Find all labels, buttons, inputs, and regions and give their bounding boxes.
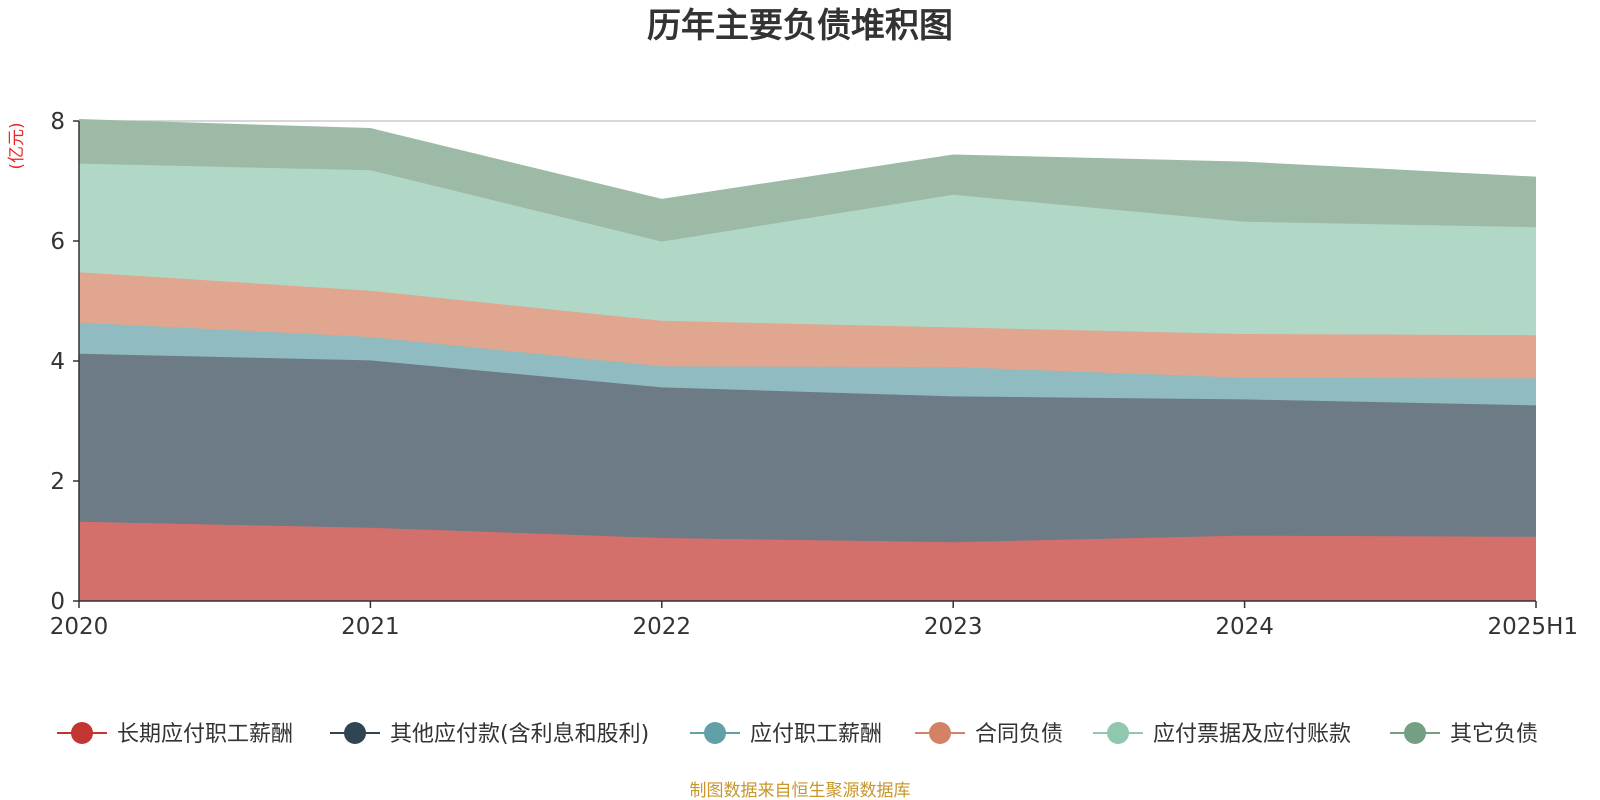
x-tick-label-2: 2022	[633, 614, 692, 640]
x-tick-label-4: 2024	[1215, 614, 1274, 640]
y-tick-label-1: 2	[50, 469, 65, 495]
legend-item-0[interactable]: 长期应付职工薪酬	[57, 722, 293, 747]
legend-item-4[interactable]: 应付票据及应付账款	[1093, 722, 1351, 747]
x-tick-label-3: 2023	[924, 614, 983, 640]
area-series-5	[79, 119, 1536, 242]
legend-label-4: 应付票据及应付账款	[1153, 722, 1351, 747]
area-series-0	[79, 521, 1536, 601]
legend-label-0: 长期应付职工薪酬	[117, 722, 293, 747]
area-series-top-line-5	[78, 119, 1537, 201]
axes: 0 2 4 6 8 2020 2021 2022 2023 2024 2025H1	[50, 109, 1578, 640]
legend-label-1: 其他应付款(含利息和股利)	[390, 722, 649, 747]
legend-marker-2	[704, 722, 726, 744]
legend-label-3: 合同负债	[975, 722, 1063, 747]
chart-title: 历年主要负债堆积图	[647, 6, 953, 46]
area-series-2	[79, 322, 1536, 406]
area-series	[78, 119, 1537, 601]
y-axis-unit-label: (亿元)	[7, 122, 27, 169]
legend-item-1[interactable]: 其他应付款(含利息和股利)	[330, 722, 649, 747]
legend-marker-5	[1404, 722, 1426, 744]
x-tick-label-0: 2020	[50, 614, 109, 640]
y-tick-label-4: 8	[50, 109, 65, 135]
x-tick-label-1: 2021	[341, 614, 400, 640]
legend-marker-3	[929, 722, 951, 744]
data-source-note: 制图数据来自恒生聚源数据库	[690, 781, 911, 800]
y-tick-label-3: 6	[50, 229, 65, 255]
area-series-4	[79, 163, 1536, 336]
legend-item-2[interactable]: 应付职工薪酬	[690, 722, 882, 747]
y-tick-label-0: 0	[50, 589, 65, 615]
legend-item-3[interactable]: 合同负债	[915, 722, 1063, 747]
legend-marker-1	[344, 722, 366, 744]
area-series-top-line-3	[78, 271, 1537, 336]
legend-item-5[interactable]: 其它负债	[1390, 722, 1538, 747]
legend-marker-4	[1107, 722, 1129, 744]
y-tick-label-2: 4	[50, 349, 65, 375]
area-series-1	[79, 353, 1536, 543]
legend-label-2: 应付职工薪酬	[750, 722, 882, 747]
legend-label-5: 其它负债	[1450, 722, 1538, 747]
area-series-top-line-2	[78, 321, 1537, 380]
x-tick-label-5: 2025H1	[1488, 614, 1578, 640]
legend[interactable]: 长期应付职工薪酬 其他应付款(含利息和股利) 应付职工薪酬 合同负债 应付票据及应付账款…	[57, 722, 1538, 747]
legend-marker-0	[71, 722, 93, 744]
